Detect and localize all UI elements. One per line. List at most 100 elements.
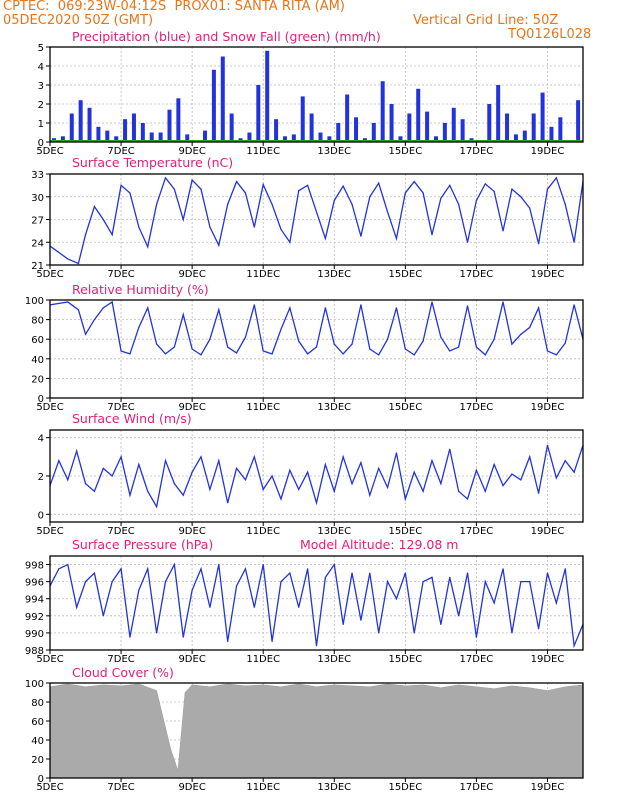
precip-bar <box>203 130 208 142</box>
pres-point <box>156 632 158 634</box>
temp-point <box>102 218 104 221</box>
wind-point <box>227 502 229 504</box>
rh-point <box>111 301 113 303</box>
precip-bar <box>451 107 456 142</box>
x-tick-label: 7DEC <box>107 526 134 537</box>
wind-point <box>475 469 477 471</box>
precip-bar <box>336 123 341 142</box>
x-tick-label: 17DEC <box>460 269 494 280</box>
y-tick-label: 40 <box>31 355 44 366</box>
cloud-area <box>49 683 584 779</box>
wind-point <box>440 483 442 485</box>
pres-point <box>546 572 549 574</box>
y-tick-label: 0 <box>38 394 44 405</box>
wind-point <box>493 463 495 466</box>
precip-bar <box>433 136 438 142</box>
pres-point <box>395 598 398 600</box>
wind-point <box>449 448 451 450</box>
y-tick-label: 4 <box>38 434 44 445</box>
wind-point <box>484 490 486 492</box>
rh-point <box>67 301 69 303</box>
wind-point <box>262 488 264 491</box>
wind-point <box>378 467 380 469</box>
cloud-panel: 0 20 40 60 80 100 5DEC 7DEC 9DEC 11DEC 13DEC 15DEC 1… <box>25 665 584 793</box>
precip-bar <box>522 130 527 142</box>
y-tick-label: 0 <box>38 774 44 785</box>
temp-point <box>289 241 291 243</box>
temp-point <box>84 234 87 236</box>
wind-point <box>395 452 398 454</box>
pres-point <box>449 576 451 578</box>
temp-point <box>262 184 264 186</box>
x-tick-label: 11DEC <box>246 654 280 665</box>
pres-point <box>235 585 238 587</box>
y-tick-label: 0 <box>38 138 44 149</box>
pres-point <box>360 619 362 621</box>
x-tick-label: 19DEC <box>531 269 565 280</box>
y-tick-label: 3 <box>38 81 44 92</box>
precip-bar <box>291 134 296 142</box>
x-tick-label: 13DEC <box>317 402 351 413</box>
wind-point <box>555 477 557 479</box>
y-tick-label: 1 <box>38 119 44 130</box>
temp-point <box>333 199 335 202</box>
header-run-id: TQ0126L028 <box>508 27 592 42</box>
temp-point <box>120 184 122 186</box>
y-tick-label: 20 <box>31 374 44 385</box>
temp-point <box>564 203 566 205</box>
temp-point <box>129 192 131 194</box>
pres-point <box>475 636 477 638</box>
rh-point <box>458 346 460 348</box>
plot-frame <box>49 46 584 143</box>
pres-point <box>289 572 291 574</box>
temp-point <box>546 188 549 190</box>
y-tick-label: 2 <box>38 100 44 111</box>
rh-panel: 0 20 40 60 80 100 5DEC 7DEC 9DEC 11DEC 13DEC 15DEC 1… <box>25 282 584 413</box>
plot-frame <box>49 682 584 779</box>
x-tick-label: 11DEC <box>246 146 280 157</box>
rh-point <box>280 328 282 330</box>
temp-point <box>511 188 513 190</box>
temp-point <box>484 183 486 185</box>
pres-point <box>120 568 122 570</box>
precip-bar <box>282 136 287 142</box>
x-tick-label: 15DEC <box>388 782 422 793</box>
x-tick-label: 7DEC <box>107 402 134 413</box>
wind-point <box>271 475 273 477</box>
temp-point <box>147 246 149 248</box>
pres-point <box>422 581 424 583</box>
precip-bar <box>416 88 421 142</box>
temp-point <box>271 203 273 205</box>
rh-point <box>449 350 451 352</box>
pres-point <box>164 581 167 583</box>
rh-point <box>537 307 540 309</box>
wind-point <box>466 498 469 500</box>
pres-point <box>369 572 371 574</box>
pres-point <box>404 572 406 574</box>
wind-point <box>58 460 60 462</box>
rh-point <box>93 319 96 321</box>
pres-point <box>573 645 575 647</box>
precip-bar <box>531 113 536 142</box>
temp-point <box>209 226 211 228</box>
precip-bar <box>549 126 554 142</box>
y-tick-label: 27 <box>31 216 44 227</box>
x-tick-label: 13DEC <box>317 526 351 537</box>
temp-point <box>493 190 495 193</box>
rh-series-line <box>49 300 584 356</box>
precip-bar <box>398 136 403 142</box>
wind-point <box>191 471 193 473</box>
pres-point <box>298 606 300 608</box>
pres-point <box>138 589 140 591</box>
temp-point <box>67 258 69 260</box>
rh-point <box>511 343 513 345</box>
temp-point <box>307 184 309 186</box>
pres-panel: 988 990 992 994 996 998 5DEC 7DEC 9DEC 11DEC 13DEC… <box>25 537 584 665</box>
x-tick-label: 7DEC <box>107 146 134 157</box>
wind-point <box>182 494 184 496</box>
x-tick-label: 11DEC <box>246 402 280 413</box>
temp-point <box>573 241 575 243</box>
wind-point <box>502 484 504 487</box>
precip-bar <box>389 104 394 142</box>
y-tick-label: 2 <box>38 472 44 483</box>
